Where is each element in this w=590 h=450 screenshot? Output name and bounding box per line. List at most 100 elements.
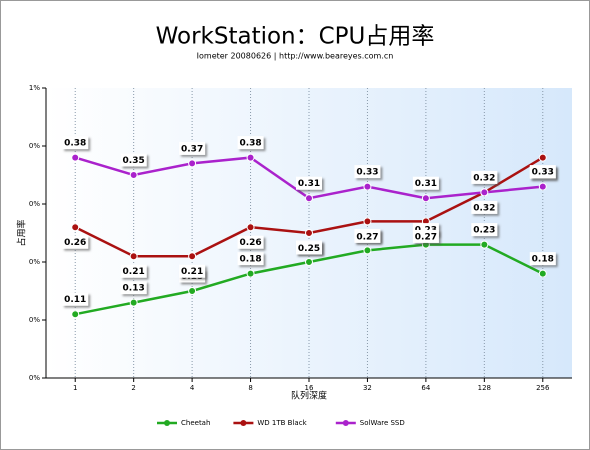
data-label-box xyxy=(296,176,322,190)
data-label-box xyxy=(179,264,206,278)
data-label-box xyxy=(354,165,381,179)
y-tick-label: 0% xyxy=(29,142,40,150)
data-label-box xyxy=(471,223,498,237)
data-label-box xyxy=(62,136,89,150)
data-point xyxy=(363,217,372,226)
data-label: 0.23 xyxy=(471,223,498,237)
data-label-text: 0.32 xyxy=(473,173,495,183)
data-label-text: 0.38 xyxy=(239,139,261,149)
data-point xyxy=(188,252,197,261)
legend-marker xyxy=(240,420,247,426)
data-label-text: 0.32 xyxy=(473,203,495,213)
data-label: 0.21 xyxy=(179,264,206,278)
data-label: 0.31 xyxy=(412,176,439,190)
data-label-box xyxy=(412,229,439,243)
data-label: 0.32 xyxy=(471,170,498,184)
data-label: 0.13 xyxy=(120,281,147,295)
data-label: 0.35 xyxy=(120,153,147,167)
data-label-text: 0.35 xyxy=(123,156,145,166)
data-label-box xyxy=(237,235,264,249)
x-tick-label: 256 xyxy=(536,384,550,392)
data-point xyxy=(71,153,80,162)
data-point xyxy=(71,310,80,319)
data-label: 0.33 xyxy=(529,165,556,179)
data-label-box xyxy=(237,136,264,150)
x-axis-label: 队列深度 xyxy=(291,390,327,402)
data-label-box xyxy=(62,235,89,249)
data-label-box xyxy=(179,141,206,155)
data-label-box xyxy=(471,200,498,214)
data-label: 0.31 xyxy=(296,176,322,190)
data-label-box xyxy=(120,153,147,167)
x-tick-label: 16 xyxy=(305,384,314,392)
x-tick-label: 4 xyxy=(190,384,195,392)
data-label-text: 0.26 xyxy=(64,238,86,248)
data-label-box xyxy=(529,252,556,266)
legend-label: WD 1TB Black xyxy=(257,419,307,427)
data-point xyxy=(129,171,138,179)
data-label-box xyxy=(412,176,439,190)
data-label-box xyxy=(471,170,498,184)
y-tick-label: 0% xyxy=(29,374,40,382)
data-point xyxy=(305,258,313,266)
data-point xyxy=(538,182,547,191)
data-label-text: 0.11 xyxy=(64,295,86,305)
data-label-text: 0.27 xyxy=(356,232,378,242)
legend-label: SolWare SSD xyxy=(360,419,405,427)
data-point xyxy=(246,153,255,162)
data-label-box xyxy=(296,241,322,255)
legend-marker xyxy=(342,420,349,426)
data-point xyxy=(305,229,313,237)
data-label-box xyxy=(529,165,556,179)
data-point xyxy=(129,252,138,261)
data-label: 0.21 xyxy=(120,264,147,278)
x-tick-label: 128 xyxy=(478,384,491,392)
x-tick-label: 32 xyxy=(363,384,372,392)
data-point xyxy=(246,269,255,278)
data-label-text: 0.31 xyxy=(415,179,437,189)
data-point xyxy=(538,153,547,162)
data-label: 0.25 xyxy=(296,241,322,255)
y-tick-label: 1% xyxy=(29,84,40,92)
data-label-text: 0.38 xyxy=(64,139,86,149)
data-label: 0.38 xyxy=(237,136,264,150)
data-label-text: 0.25 xyxy=(298,244,320,254)
data-label-text: 0.23 xyxy=(473,226,495,236)
data-point xyxy=(421,194,430,203)
data-label: 0.11 xyxy=(62,292,89,306)
data-label: 0.18 xyxy=(529,252,556,266)
data-label-box xyxy=(120,281,147,295)
data-label: 0.27 xyxy=(354,229,381,243)
data-label-text: 0.18 xyxy=(239,255,261,265)
data-point xyxy=(305,194,313,203)
data-label: 0.26 xyxy=(237,235,264,249)
y-tick-label: 0% xyxy=(29,316,40,324)
data-label: 0.32 xyxy=(471,200,498,214)
data-label-text: 0.33 xyxy=(532,168,554,178)
data-label: 0.27 xyxy=(412,229,439,243)
data-label-text: 0.21 xyxy=(123,267,145,277)
y-tick-label: 0% xyxy=(29,200,40,208)
x-tick-label: 8 xyxy=(248,384,252,392)
data-label-box xyxy=(62,292,89,306)
data-point xyxy=(480,240,489,249)
data-label-box xyxy=(354,229,381,243)
data-point xyxy=(246,223,255,232)
data-label: 0.18 xyxy=(237,252,264,266)
y-axis-label: 占用率 xyxy=(16,219,28,246)
data-label: 0.38 xyxy=(62,136,89,150)
data-point xyxy=(480,188,489,197)
data-point xyxy=(71,223,80,232)
data-label-text: 0.37 xyxy=(181,144,203,154)
data-label-text: 0.33 xyxy=(356,168,378,178)
x-tick-label: 2 xyxy=(131,384,135,392)
data-label-box xyxy=(237,252,264,266)
data-point xyxy=(363,246,372,255)
x-tick-label: 64 xyxy=(421,384,430,392)
data-point xyxy=(188,287,197,295)
data-label-text: 0.18 xyxy=(532,255,554,265)
data-point xyxy=(129,298,138,307)
legend-label: Cheetah xyxy=(181,419,210,427)
data-label-text: 0.31 xyxy=(298,179,320,189)
